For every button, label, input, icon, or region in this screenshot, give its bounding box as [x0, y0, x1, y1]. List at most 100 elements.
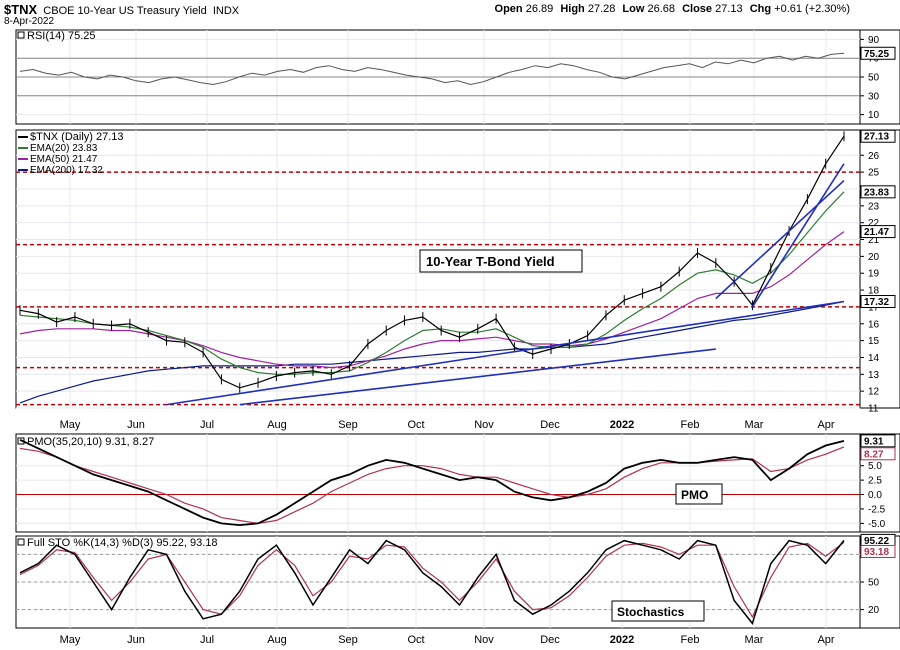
high-label: High — [560, 3, 585, 15]
instrument-name: CBOE 10-Year US Treasury Yield — [43, 5, 207, 17]
y-tick-label: 90 — [868, 35, 880, 46]
open-label: Open — [494, 3, 523, 15]
ema-line-ema200 — [19, 300, 845, 404]
month-label: Dec — [540, 634, 560, 646]
stochastics-k-line — [19, 539, 845, 625]
y-tick-label: -2.5 — [868, 504, 886, 515]
y-tick-label: -5.0 — [868, 519, 886, 530]
price-line — [19, 135, 845, 389]
month-label: 2022 — [610, 419, 634, 431]
rsi-last-value-box — [860, 46, 896, 60]
y-tick-label: 15 — [868, 336, 880, 347]
stochastics-k-last-value: 95.22 — [864, 536, 889, 547]
month-label: 2022 — [610, 634, 634, 646]
ema-line-ema50 — [19, 231, 845, 369]
y-tick-label: 0.0 — [868, 490, 882, 501]
pmo-annotation: PMO — [681, 488, 708, 502]
pmo-legend-icon — [17, 437, 25, 445]
pmo-panel: -5.0 -2.5 0.0 2.5 5.0 9.31 8.27 PMO(35,20,10) 9… — [15, 433, 900, 533]
y-tick-label: 30 — [868, 91, 880, 102]
month-label: Feb — [681, 634, 700, 646]
ema50-last-value-box — [860, 225, 896, 239]
month-label: Jul — [200, 634, 214, 646]
y-tick-label: 50 — [868, 73, 880, 84]
y-tick-label: 14 — [868, 353, 880, 364]
rsi-frame-axis-area — [859, 29, 900, 125]
y-tick-label: 20 — [868, 252, 880, 263]
pmo-signal-last-value: 8.27 — [864, 449, 884, 460]
pmo-label: PMO(35,20,10) 9.31, 8.27 — [27, 436, 154, 448]
ema200-last-value: 17.32 — [864, 297, 889, 308]
legend-label-ema200: EMA(200) 17.32 — [30, 165, 103, 176]
month-label: Oct — [407, 634, 424, 646]
y-tick-label: 50 — [868, 578, 880, 589]
low-value: 26.68 — [647, 3, 676, 15]
chart-date: 8-Apr-2022 — [4, 16, 55, 27]
stochastics-label: Full STO %K(14,3) %D(3) 95.22, 93.18 — [27, 537, 218, 549]
legend-label-price: $TNX (Daily) 27.13 — [30, 131, 124, 143]
stochastics-legend-icon — [17, 538, 25, 546]
month-label: Jul — [200, 419, 214, 431]
month-label: Aug — [267, 419, 287, 431]
y-tick-label: 21 — [868, 235, 880, 246]
pmo-line — [19, 438, 845, 527]
legend-label-ema20: EMA(20) 23.83 — [30, 143, 98, 154]
close-value: 27.13 — [715, 3, 743, 15]
month-label: Jun — [127, 634, 145, 646]
rsi-legend-icon — [17, 31, 25, 39]
open-value: 26.89 — [525, 3, 554, 15]
ema20-last-value-box — [860, 185, 896, 199]
y-tick-label: 16 — [868, 319, 880, 330]
stochastics-d-last-value: 93.18 — [864, 547, 889, 558]
legend-label-ema50: EMA(50) 21.47 — [30, 154, 98, 165]
y-tick-label: 10 — [868, 110, 880, 121]
y-tick-label: 19 — [868, 269, 880, 280]
pmo-annotation-box — [675, 483, 723, 505]
month-label: Sep — [338, 634, 358, 646]
month-label: Jun — [127, 419, 145, 431]
trendline — [166, 300, 845, 406]
low-label: Low — [622, 3, 645, 15]
y-tick-label: 22 — [868, 218, 880, 229]
month-label: Feb — [681, 419, 700, 431]
month-label: May — [60, 419, 81, 431]
stochastics-annotation-box — [611, 600, 705, 622]
rsi-line — [19, 52, 845, 86]
trendline — [715, 179, 845, 300]
stochastics-annotation: Stochastics — [617, 605, 685, 619]
rsi-label: RSI(14) 75.25 — [27, 30, 95, 42]
chart-title-box — [419, 249, 583, 273]
trendline — [751, 163, 845, 308]
chart-title: 10-Year T-Bond Yield — [426, 254, 555, 269]
rsi-last-value: 75.25 — [864, 49, 889, 60]
trendline — [239, 348, 716, 406]
y-tick-label: 12 — [868, 387, 880, 398]
y-tick-label: 20 — [868, 605, 880, 616]
pmo-signal-last-value-box — [860, 447, 896, 461]
month-label: Apr — [817, 419, 834, 431]
month-label: Nov — [474, 634, 494, 646]
y-tick-label: 23 — [868, 201, 880, 212]
stochastics-d-line — [19, 541, 845, 619]
ema200-last-value-box — [860, 295, 896, 309]
price-last-value-box — [860, 129, 896, 143]
y-tick-label: 11 — [868, 404, 879, 415]
symbol-line: $TNX CBOE 10-Year US Treasury Yield INDX — [4, 2, 239, 17]
pmo-last-value: 9.31 — [864, 436, 884, 447]
pmo-frame — [15, 433, 861, 533]
month-label: Mar — [745, 634, 764, 646]
high-value: 27.28 — [587, 3, 616, 15]
month-label: Dec — [540, 419, 560, 431]
month-label: Nov — [474, 419, 494, 431]
chart-header: $TNX CBOE 10-Year US Treasury Yield INDX… — [0, 0, 900, 30]
y-tick-label: 13 — [868, 370, 880, 381]
chg-value: +0.61 (+2.30%) — [774, 3, 850, 15]
month-label: Mar — [745, 419, 764, 431]
price-panel: 1112131415161718192021222324252627.1323.… — [15, 129, 900, 431]
ema20-last-value: 23.83 — [864, 187, 889, 198]
month-label: Apr — [817, 634, 834, 646]
month-label: May — [60, 634, 81, 646]
symbol: $TNX — [4, 2, 38, 17]
